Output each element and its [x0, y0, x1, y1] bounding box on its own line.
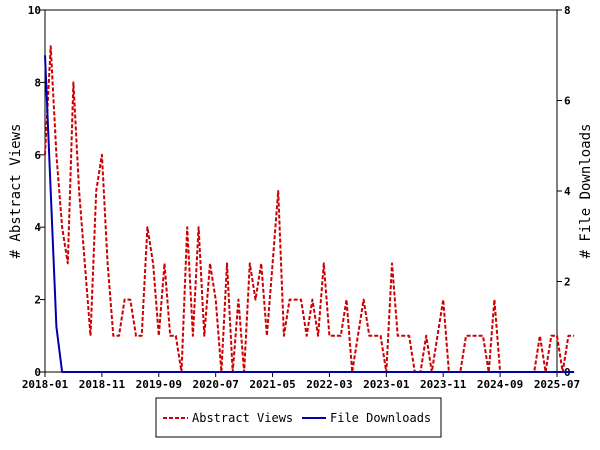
legend: Abstract Views File Downloads: [155, 397, 442, 438]
y-axis-left: 0 2 4 6 8 10: [28, 4, 45, 379]
y-axis-label: # Abstract Views: [8, 124, 24, 259]
x-tick-label: 2019-09: [136, 378, 182, 391]
legend-box: [155, 397, 442, 438]
y2-tick-label: 4: [564, 185, 571, 198]
y2-axis-label: # File Downloads: [578, 124, 594, 259]
series-layer: [44, 45, 575, 373]
y-tick-label: 0: [34, 366, 41, 379]
y-tick-label: 10: [28, 4, 41, 17]
x-tick-label: 2024-09: [477, 378, 523, 391]
y2-tick-label: 2: [564, 276, 571, 289]
legend-label-abstract-views: Abstract Views: [192, 411, 293, 425]
x-tick-label: 2023-01: [363, 378, 410, 391]
x-tick-label: 2023-11: [420, 378, 467, 391]
x-tick-label: 2018-01: [22, 378, 69, 391]
y-tick-label: 6: [34, 149, 41, 162]
series-line-abstract-views: [44, 45, 575, 373]
x-tick-label: 2025-07: [534, 378, 580, 391]
series-line-file-downloads: [44, 55, 575, 373]
y-tick-label: 4: [34, 221, 41, 234]
y-tick-label: 2: [34, 294, 41, 307]
y2-tick-label: 8: [564, 4, 571, 17]
x-tick-label: 2021-05: [249, 378, 295, 391]
y-tick-label: 8: [34, 76, 41, 89]
x-tick-label: 2018-11: [79, 378, 126, 391]
x-tick-label: 2022-03: [306, 378, 352, 391]
y2-tick-label: 6: [564, 95, 571, 108]
x-axis: 2018-01 2018-11 2019-09 2020-07 2021-05 2022-…: [22, 372, 580, 391]
x-tick-label: 2020-07: [192, 378, 238, 391]
legend-label-file-downloads: File Downloads: [330, 411, 431, 425]
